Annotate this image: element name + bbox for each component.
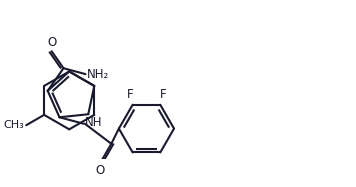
Text: O: O (95, 164, 104, 177)
Text: NH₂: NH₂ (87, 68, 109, 81)
Text: CH₃: CH₃ (4, 120, 24, 130)
Text: F: F (160, 88, 166, 101)
Text: O: O (47, 36, 56, 49)
Text: F: F (127, 88, 133, 101)
Text: NH: NH (84, 117, 102, 130)
